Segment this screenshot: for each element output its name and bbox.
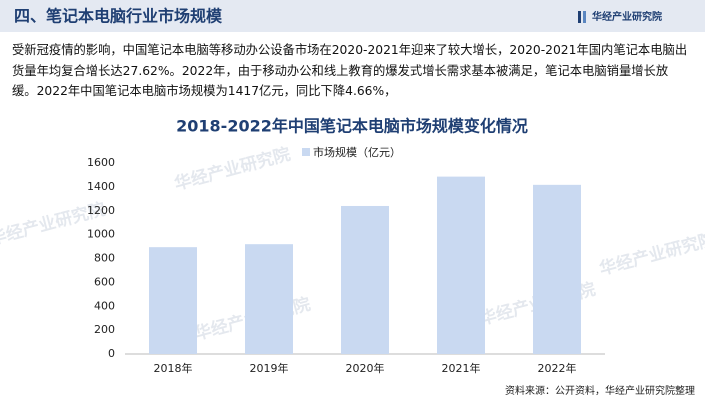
brand: 华经产业研究院 <box>592 10 662 23</box>
bar <box>533 184 581 354</box>
bar <box>149 247 197 354</box>
y-tick-label: 400 <box>94 299 115 312</box>
x-tick-label: 2020年 <box>346 361 385 375</box>
y-tick-label: 600 <box>94 275 115 288</box>
source: 资料来源：公开资料，华经产业研究院整理 <box>505 384 695 397</box>
y-tick-label: 1600 <box>87 156 115 169</box>
chart-title: 2018-2022年中国笔记本电脑市场规模变化情况 <box>176 117 528 136</box>
y-tick-label: 0 <box>108 347 115 360</box>
bar <box>341 205 389 354</box>
paragraph: 受新冠疫情的影响，中国笔记本电脑等移动办公设备市场在2020-2021年迎来了较… <box>12 43 688 98</box>
logo-icon <box>583 11 586 23</box>
legend-label: 市场规模（亿元） <box>313 145 401 159</box>
y-tick-label: 1000 <box>87 228 115 241</box>
y-tick-label: 200 <box>94 323 115 336</box>
header-bar <box>0 0 705 32</box>
y-tick-label: 1400 <box>87 180 115 193</box>
logo-icon <box>578 11 581 23</box>
watermark: 华经产业研究院 <box>597 229 705 280</box>
bar <box>437 176 485 354</box>
x-tick-label: 2018年 <box>154 361 193 375</box>
bar <box>245 244 293 354</box>
y-tick-label: 800 <box>94 252 115 265</box>
header-title: 四、笔记本电脑行业市场规模 <box>14 7 223 26</box>
legend-swatch <box>302 148 310 156</box>
watermark: 华经产业研究院 <box>172 144 292 195</box>
x-tick-label: 2022年 <box>538 361 577 375</box>
x-tick-label: 2021年 <box>442 361 481 375</box>
y-tick-label: 1200 <box>87 204 115 217</box>
x-tick-label: 2019年 <box>250 361 289 375</box>
